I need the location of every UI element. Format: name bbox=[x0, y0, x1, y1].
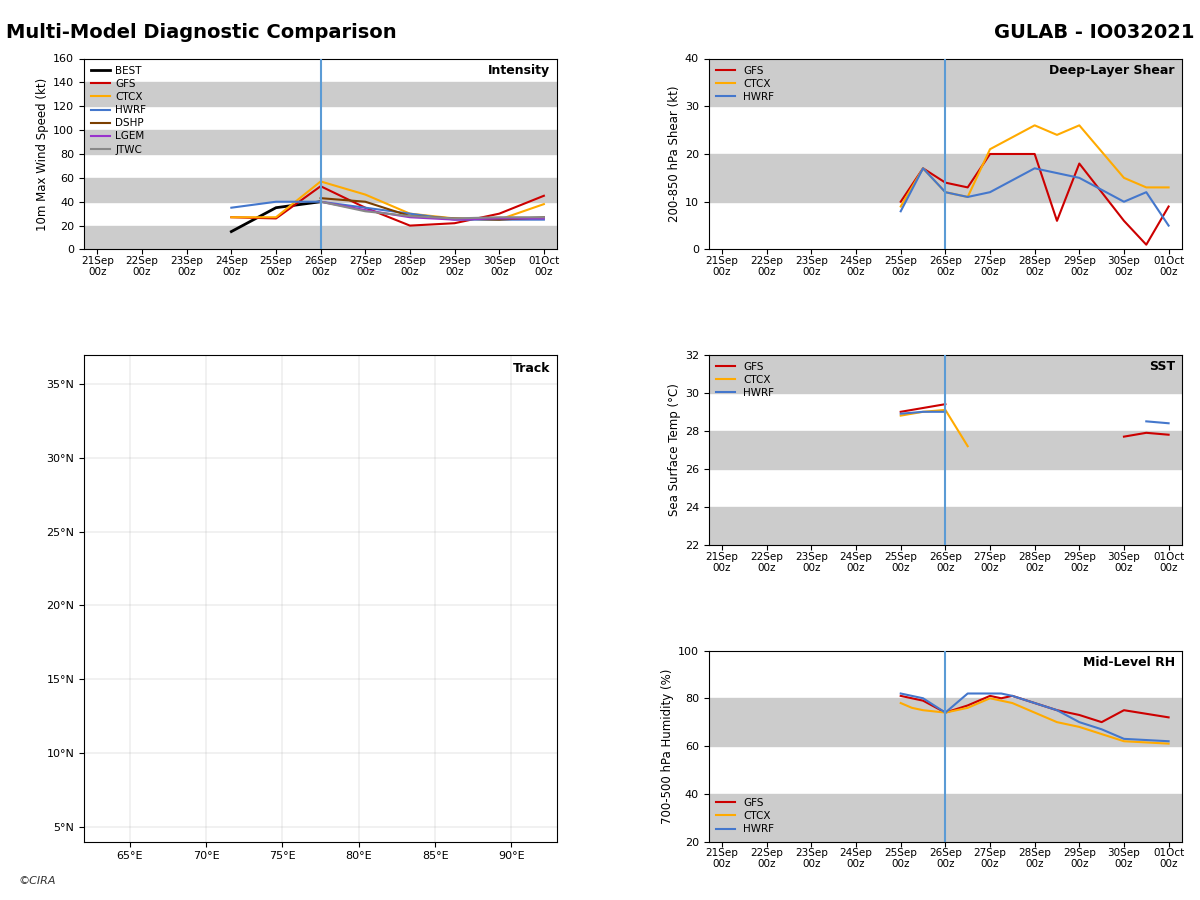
Bar bbox=[709, 58, 1182, 106]
Bar bbox=[709, 431, 1182, 469]
Bar bbox=[709, 698, 1182, 746]
Text: Deep-Layer Shear: Deep-Layer Shear bbox=[1050, 64, 1175, 77]
Bar bbox=[84, 83, 557, 106]
Text: Intensity: Intensity bbox=[488, 64, 550, 77]
Bar bbox=[709, 794, 1182, 842]
Y-axis label: Sea Surface Temp (°C): Sea Surface Temp (°C) bbox=[667, 383, 680, 517]
Text: ©CIRA: ©CIRA bbox=[18, 877, 55, 886]
Legend: GFS, CTCX, HWRF: GFS, CTCX, HWRF bbox=[712, 61, 779, 106]
Legend: GFS, CTCX, HWRF: GFS, CTCX, HWRF bbox=[712, 357, 779, 402]
Text: SST: SST bbox=[1148, 360, 1175, 373]
Bar bbox=[84, 178, 557, 202]
Bar bbox=[84, 130, 557, 154]
Bar bbox=[709, 355, 1182, 392]
Text: GULAB - IO032021: GULAB - IO032021 bbox=[994, 22, 1194, 41]
Y-axis label: 10m Max Wind Speed (kt): 10m Max Wind Speed (kt) bbox=[36, 77, 49, 230]
Y-axis label: 700-500 hPa Humidity (%): 700-500 hPa Humidity (%) bbox=[661, 669, 674, 824]
Bar bbox=[709, 508, 1182, 545]
Legend: BEST, GFS, CTCX, HWRF, DSHP, LGEM, JTWC: BEST, GFS, CTCX, HWRF, DSHP, LGEM, JTWC bbox=[88, 61, 150, 158]
Legend: GFS, CTCX, HWRF: GFS, CTCX, HWRF bbox=[712, 794, 779, 839]
Text: Mid-Level RH: Mid-Level RH bbox=[1082, 656, 1175, 670]
Bar bbox=[709, 154, 1182, 202]
Text: Track: Track bbox=[512, 362, 550, 374]
Y-axis label: 200-850 hPa Shear (kt): 200-850 hPa Shear (kt) bbox=[667, 86, 680, 222]
Bar bbox=[84, 226, 557, 249]
Text: Multi-Model Diagnostic Comparison: Multi-Model Diagnostic Comparison bbox=[6, 22, 397, 41]
